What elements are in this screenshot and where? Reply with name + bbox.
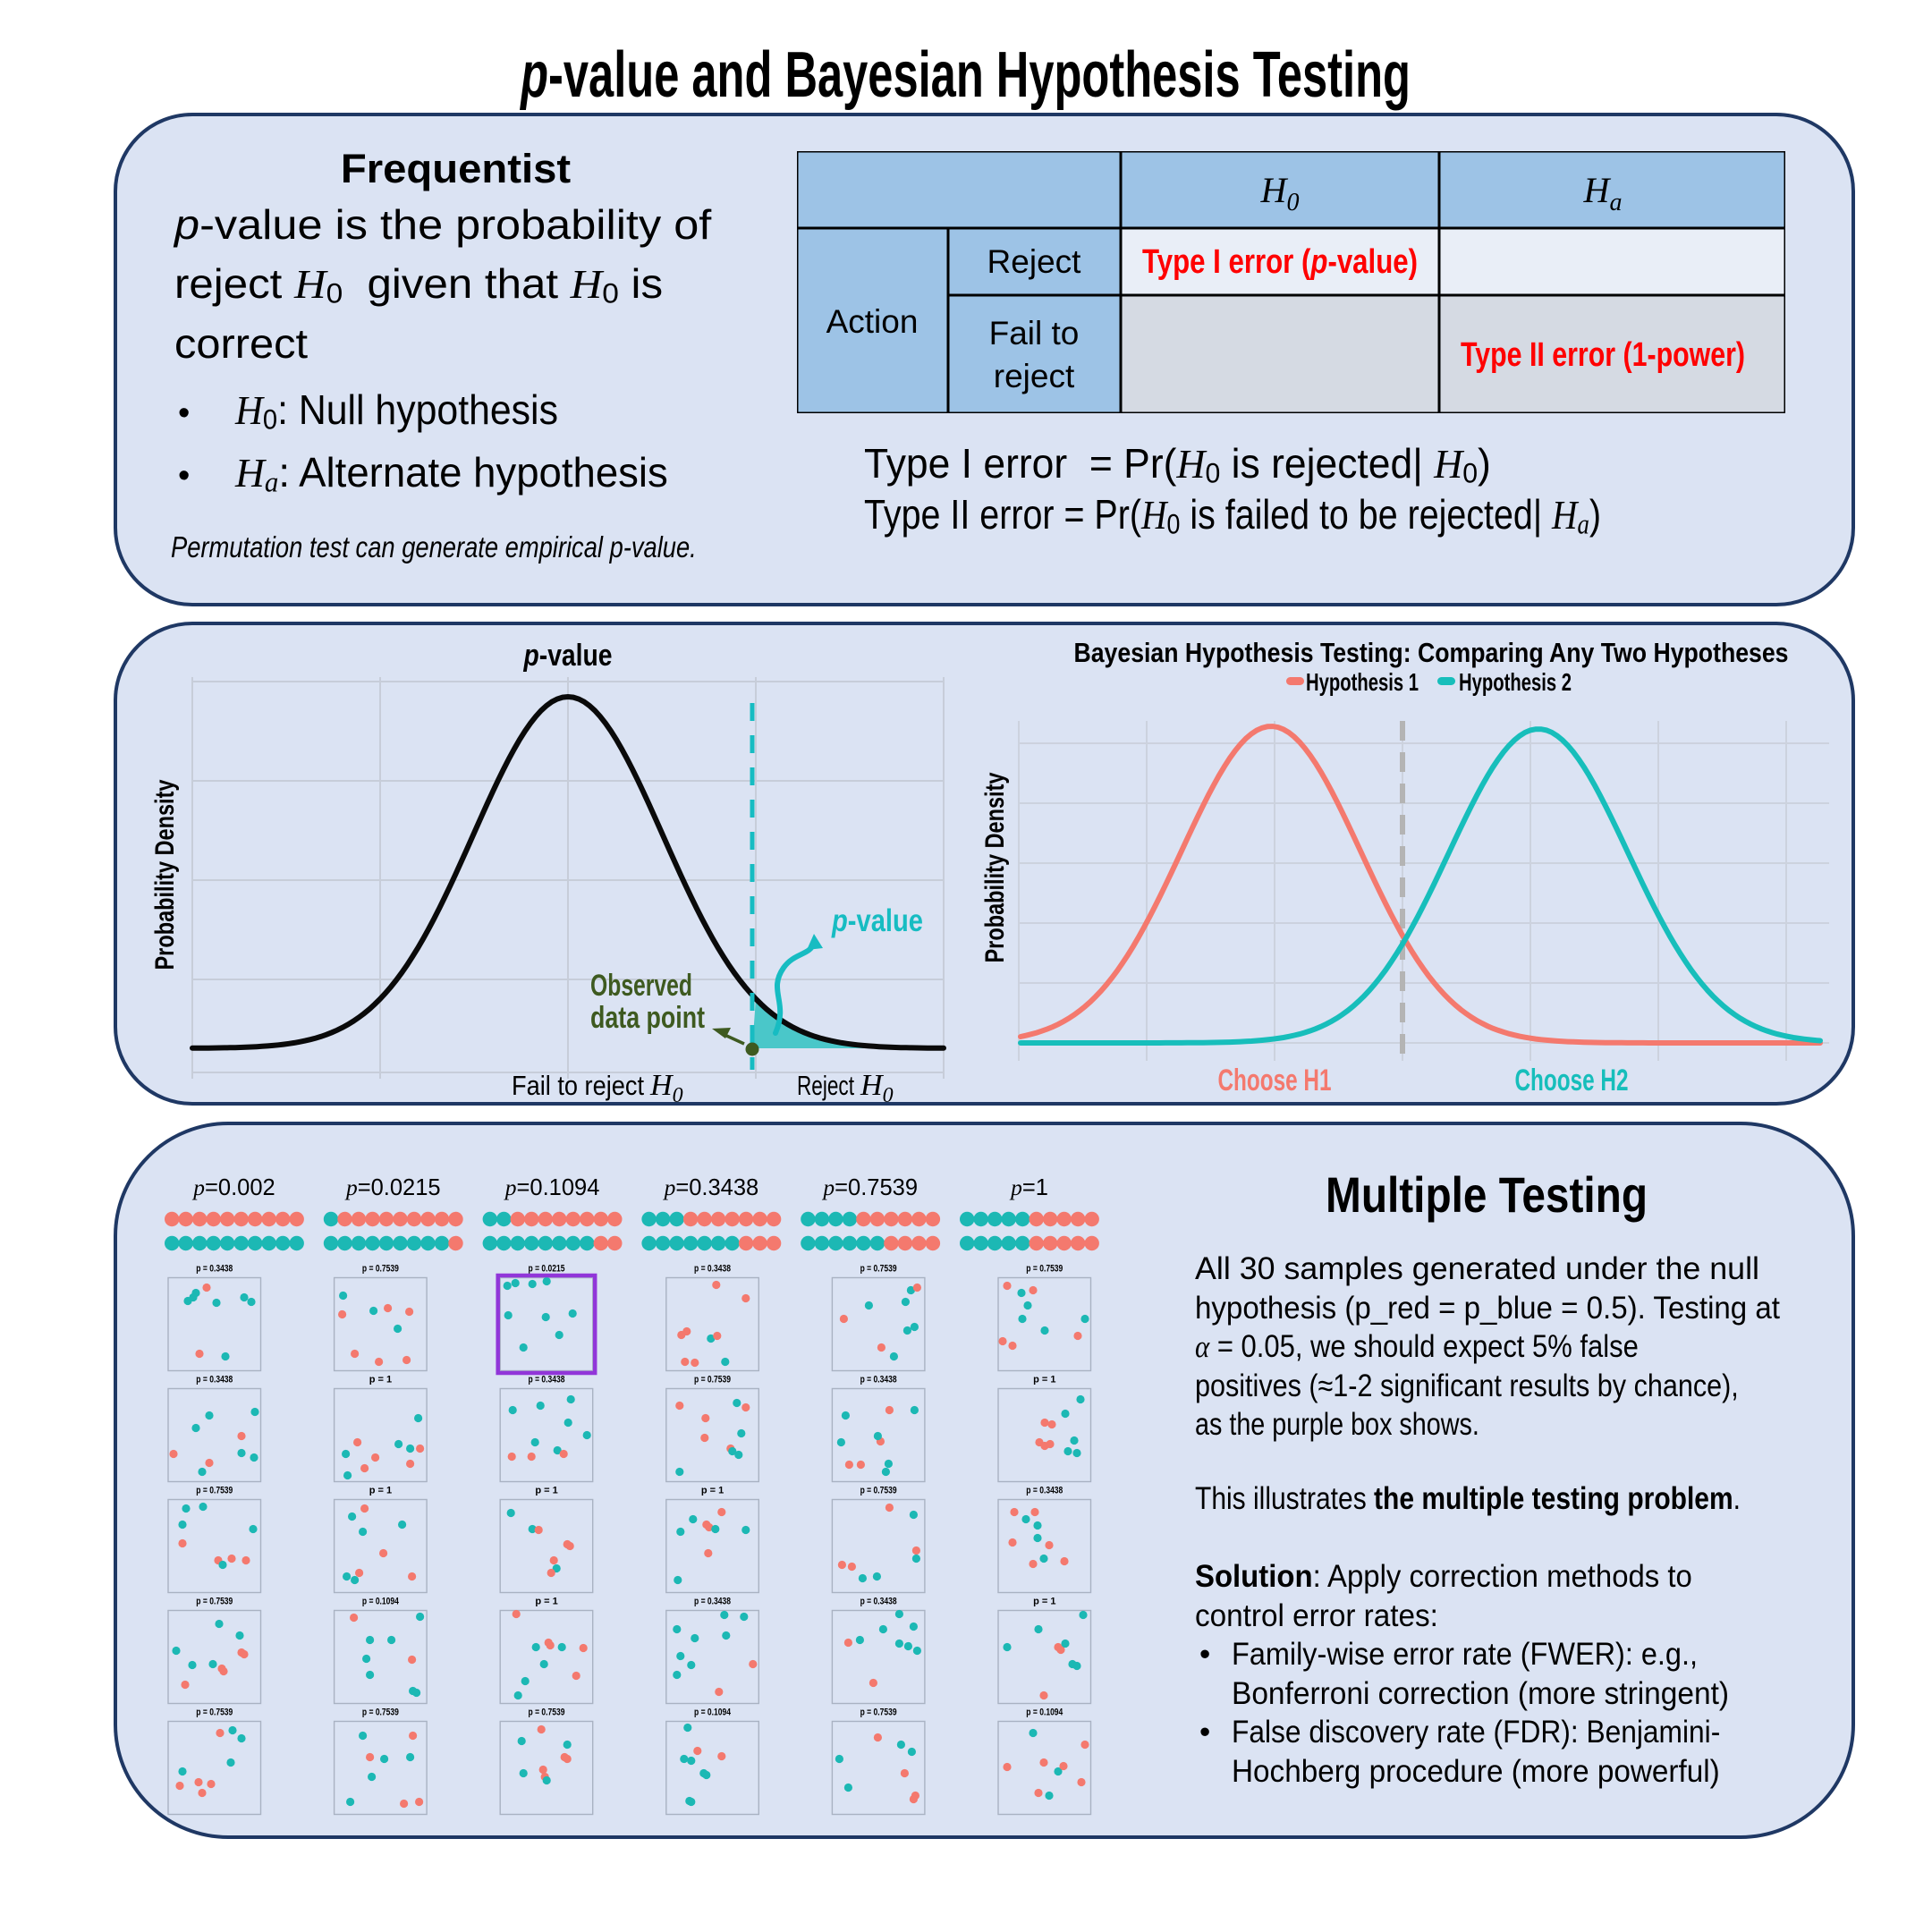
svg-text:p = 0.7539: p = 0.7539 (196, 1486, 233, 1496)
svg-text:p-value: p-value (831, 903, 923, 938)
svg-text:reject: reject (994, 358, 1075, 394)
svg-text:p = 0.1094: p = 0.1094 (1026, 1707, 1063, 1718)
svg-text:Probability Density: Probability Density (150, 779, 180, 970)
svg-text:Hypothesis 2: Hypothesis 2 (1459, 668, 1572, 696)
svg-text:p=0.1094: p=0.1094 (504, 1174, 600, 1200)
svg-text:p = 0.7539: p = 0.7539 (529, 1707, 565, 1718)
svg-text:p = 0.3438: p = 0.3438 (196, 1375, 233, 1385)
svg-text:p = 0.7539: p = 0.7539 (860, 1707, 897, 1718)
svg-text:p = 1: p = 1 (1033, 1375, 1055, 1385)
svg-text:p=0.3438: p=0.3438 (663, 1174, 759, 1200)
svg-text:p = 0.7539: p = 0.7539 (860, 1264, 897, 1275)
svg-text:p = 0.7539: p = 0.7539 (362, 1707, 399, 1718)
svg-text:p = 0.3438: p = 0.3438 (196, 1264, 233, 1275)
svg-text:Type II error (1-power): Type II error (1-power) (1461, 336, 1745, 374)
svg-text:p = 1: p = 1 (1033, 1597, 1055, 1607)
svg-text:p = 0.7539: p = 0.7539 (1026, 1264, 1063, 1275)
svg-text:p = 0.3438: p = 0.3438 (529, 1375, 565, 1385)
svg-text:Type I error (p-value): Type I error (p-value) (1142, 243, 1418, 281)
svg-text:Action: Action (826, 303, 919, 340)
svg-text:p = 0.1094: p = 0.1094 (694, 1707, 732, 1718)
svg-text:p = 0.7539: p = 0.7539 (860, 1486, 897, 1496)
svg-text:Reject: Reject (987, 243, 1082, 280)
svg-text:p = 1: p = 1 (535, 1597, 557, 1607)
svg-text:Reject: Reject (797, 1070, 854, 1101)
svg-text:p = 0.7539: p = 0.7539 (196, 1597, 233, 1607)
svg-text:Choose H1: Choose H1 (1218, 1063, 1332, 1097)
svg-text:H0: H0 (1260, 170, 1300, 216)
svg-text:p = 0.3438: p = 0.3438 (1026, 1486, 1063, 1496)
svg-text:p=0.7539: p=0.7539 (821, 1174, 918, 1200)
svg-text:p = 0.7539: p = 0.7539 (196, 1707, 233, 1718)
svg-text:p = 1: p = 1 (535, 1486, 557, 1496)
svg-text:p = 0.3438: p = 0.3438 (694, 1597, 731, 1607)
svg-text:p = 1: p = 1 (369, 1486, 392, 1496)
svg-text:p=1: p=1 (1009, 1174, 1048, 1200)
svg-text:p=0.002: p=0.002 (191, 1174, 275, 1200)
svg-text:H0: H0 (649, 1069, 683, 1107)
svg-text:Fail to: Fail to (989, 315, 1080, 352)
svg-text:p=0.0215: p=0.0215 (344, 1174, 441, 1200)
svg-text:p = 0.7539: p = 0.7539 (362, 1264, 399, 1275)
svg-text:H0: H0 (860, 1069, 894, 1107)
svg-text:p = 0.1094: p = 0.1094 (362, 1597, 400, 1607)
svg-text:p = 0.7539: p = 0.7539 (694, 1375, 731, 1385)
svg-text:p = 1: p = 1 (369, 1375, 392, 1385)
svg-text:Fail to reject: Fail to reject (512, 1070, 644, 1101)
svg-text:Hypothesis 1: Hypothesis 1 (1306, 668, 1419, 696)
svg-text:Choose H2: Choose H2 (1515, 1063, 1629, 1097)
svg-text:Observed: Observed (590, 969, 692, 1003)
svg-text:p = 1: p = 1 (701, 1486, 724, 1496)
svg-text:p = 0.3438: p = 0.3438 (860, 1375, 897, 1385)
svg-text:p = 0.0215: p = 0.0215 (529, 1264, 565, 1275)
svg-text:data point: data point (590, 1001, 705, 1035)
svg-text:p = 0.3438: p = 0.3438 (694, 1264, 731, 1275)
svg-text:p = 0.3438: p = 0.3438 (860, 1597, 897, 1607)
svg-text:Probability Density: Probability Density (984, 772, 1010, 962)
svg-text:Bayesian Hypothesis Testing: C: Bayesian Hypothesis Testing: Comparing A… (1074, 637, 1789, 668)
svg-text:p-value: p-value (523, 639, 613, 673)
